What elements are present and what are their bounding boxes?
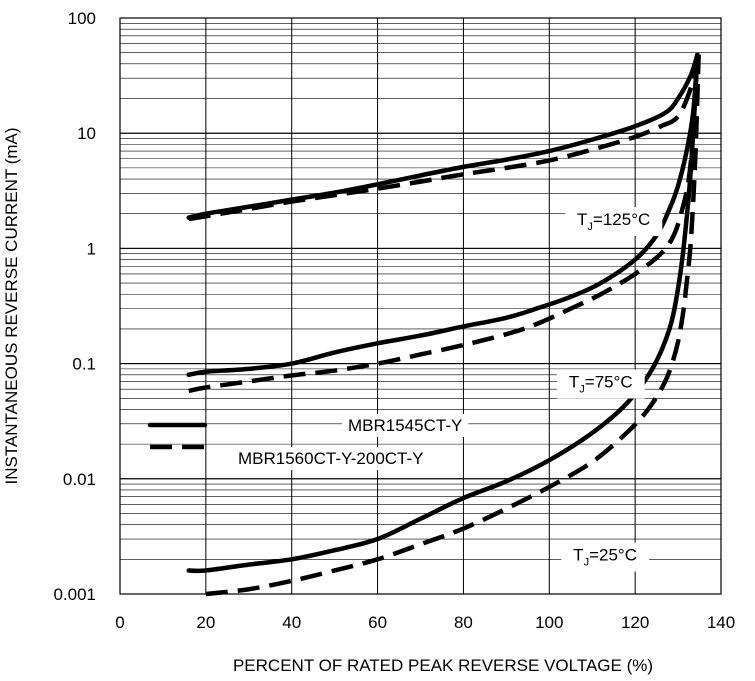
temperature-label-bg xyxy=(561,542,649,572)
temperature-label-bg xyxy=(556,369,645,399)
x-axis-ticks: 0 20 40 60 80 100 120 140 xyxy=(115,613,735,632)
chart-curves xyxy=(186,52,701,597)
x-tick-label: 140 xyxy=(707,613,735,632)
temperature-label-value: =125°C xyxy=(593,210,650,229)
y-axis-title: INSTANTANEOUS REVERSE CURRENT (mA) xyxy=(2,127,21,484)
temperature-label: TJ=125°C xyxy=(565,206,663,236)
curve-125c-dashed xyxy=(188,54,700,222)
legend-label-mbr1560ct-y-200ct-y: MBR1560CT-Y-200CT-Y xyxy=(238,449,424,468)
x-tick-label: 0 xyxy=(115,613,124,632)
x-tick-label: 40 xyxy=(282,613,301,632)
temperature-label-text: TJ=125°C xyxy=(577,210,650,233)
temperature-label-bg xyxy=(565,206,663,236)
chart-annotations: TJ=125°CTJ=75°CTJ=25°C xyxy=(556,206,663,572)
temperature-label-text: TJ=25°C xyxy=(573,546,637,569)
x-tick-label: 60 xyxy=(368,613,387,632)
x-axis-title: PERCENT OF RATED PEAK REVERSE VOLTAGE (%… xyxy=(233,656,653,675)
legend-label-bg xyxy=(232,447,430,470)
legend-label-bg xyxy=(342,414,469,437)
x-tick-label: 20 xyxy=(196,613,215,632)
chart-legend: MBR1545CT-Y MBR1560CT-Y-200CT-Y xyxy=(147,414,469,470)
curve-25c-solid xyxy=(186,52,700,574)
y-tick-label: 0.001 xyxy=(53,585,96,604)
temperature-label-t: T xyxy=(569,372,579,391)
plot-frame xyxy=(119,17,722,595)
y-tick-label: 0.1 xyxy=(72,355,96,374)
temperature-label-t: T xyxy=(577,210,587,229)
y-tick-label: 100 xyxy=(68,9,96,28)
chart-grid xyxy=(120,18,721,594)
temperature-label-text: TJ=75°C xyxy=(569,372,633,395)
temperature-label-t: T xyxy=(573,546,583,565)
y-tick-label: 1 xyxy=(87,239,96,258)
temperature-label: TJ=25°C xyxy=(561,542,649,572)
curve-25c-dashed xyxy=(205,54,701,597)
x-tick-label: 120 xyxy=(621,613,649,632)
y-tick-label: 10 xyxy=(77,124,96,143)
y-axis-ticks: 0.001 0.01 0.1 1 10 100 xyxy=(53,9,96,604)
temperature-label: TJ=75°C xyxy=(556,369,645,399)
temperature-label-value: =25°C xyxy=(589,546,637,565)
x-tick-label: 80 xyxy=(454,613,473,632)
legend-label-mbr1545ct-y: MBR1545CT-Y xyxy=(348,416,462,435)
temperature-label-sub: J xyxy=(579,383,585,395)
y-tick-label: 0.01 xyxy=(63,470,96,489)
temperature-label-value: =75°C xyxy=(585,372,633,391)
curve-75c-dashed xyxy=(188,54,700,394)
temperature-label-sub: J xyxy=(584,557,590,569)
temperature-label-sub: J xyxy=(587,221,593,233)
x-tick-label: 100 xyxy=(535,613,563,632)
curve-75c-solid xyxy=(186,52,700,378)
